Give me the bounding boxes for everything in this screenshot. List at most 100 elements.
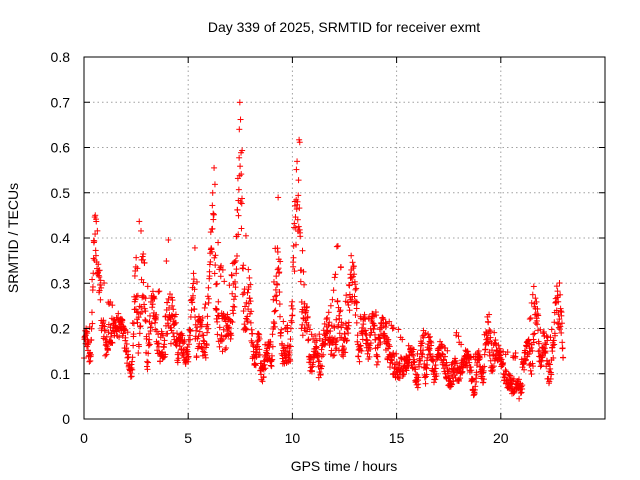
data-point xyxy=(403,367,410,374)
data-point xyxy=(127,373,134,380)
data-point xyxy=(152,319,159,326)
data-point xyxy=(448,381,455,388)
data-point xyxy=(246,274,253,281)
data-point xyxy=(232,293,239,300)
data-point xyxy=(290,254,297,261)
data-point xyxy=(259,378,266,385)
data-point xyxy=(308,368,315,375)
data-point xyxy=(88,309,95,316)
data-point xyxy=(275,194,282,201)
data-point xyxy=(301,300,308,307)
data-point xyxy=(356,358,363,365)
data-point xyxy=(93,218,100,225)
data-point xyxy=(421,360,428,367)
data-point xyxy=(244,289,251,296)
data-point xyxy=(271,320,278,327)
data-point xyxy=(168,294,175,301)
data-point xyxy=(473,371,480,378)
data-point xyxy=(528,371,535,378)
data-point xyxy=(147,324,154,331)
data-point xyxy=(141,301,148,308)
data-point xyxy=(248,308,255,315)
data-point xyxy=(158,350,165,357)
data-point xyxy=(350,263,357,270)
data-point xyxy=(276,289,283,296)
data-point xyxy=(213,306,220,313)
data-point xyxy=(271,323,278,330)
data-point xyxy=(252,361,259,368)
data-point xyxy=(97,277,104,284)
data-point xyxy=(287,358,294,365)
data-point xyxy=(264,350,271,357)
data-point xyxy=(303,304,310,311)
data-point xyxy=(238,200,245,207)
data-point xyxy=(349,259,356,266)
data-point xyxy=(239,291,246,298)
data-point xyxy=(204,329,211,336)
data-point xyxy=(204,313,211,320)
data-point xyxy=(544,337,551,344)
data-point xyxy=(226,282,233,289)
x-tick-label: 0 xyxy=(80,430,88,446)
data-point xyxy=(313,343,320,350)
data-point xyxy=(485,319,492,326)
data-point xyxy=(119,317,126,324)
data-point xyxy=(188,307,195,314)
data-point xyxy=(527,367,534,374)
data-point xyxy=(334,242,341,249)
data-point xyxy=(343,337,350,344)
data-point xyxy=(132,263,139,270)
data-point xyxy=(337,263,344,270)
data-point xyxy=(92,252,99,259)
data-point xyxy=(417,357,424,364)
data-point xyxy=(207,229,214,236)
data-point xyxy=(203,342,210,349)
data-point xyxy=(294,216,301,223)
data-point xyxy=(344,325,351,332)
data-point xyxy=(130,342,137,349)
data-point xyxy=(123,340,130,347)
data-point xyxy=(330,352,337,359)
data-point xyxy=(551,319,558,326)
data-point xyxy=(256,346,263,353)
data-point xyxy=(157,358,164,365)
data-point xyxy=(318,346,325,353)
data-point xyxy=(166,304,173,311)
data-point xyxy=(480,367,487,374)
data-point xyxy=(224,324,231,331)
data-point xyxy=(539,353,546,360)
data-point xyxy=(242,325,249,332)
data-point xyxy=(432,376,439,383)
data-point xyxy=(184,348,191,355)
data-point xyxy=(469,375,476,382)
data-point xyxy=(336,308,343,315)
data-point xyxy=(277,313,284,320)
data-point xyxy=(380,316,387,323)
data-point xyxy=(386,318,393,325)
data-point xyxy=(423,365,430,372)
data-point xyxy=(333,243,340,250)
data-point xyxy=(227,330,234,337)
y-tick-label: 0.4 xyxy=(51,230,71,246)
data-point xyxy=(191,286,198,293)
data-point xyxy=(490,363,497,370)
data-point xyxy=(92,247,99,254)
data-point xyxy=(216,343,223,350)
data-point xyxy=(291,220,298,227)
data-point xyxy=(346,282,353,289)
data-point xyxy=(542,348,549,355)
data-point xyxy=(246,295,253,302)
data-point xyxy=(528,299,535,306)
y-tick-label: 0.8 xyxy=(51,49,71,65)
data-point xyxy=(89,276,96,283)
data-point xyxy=(234,252,241,259)
data-point xyxy=(313,344,320,351)
data-point xyxy=(535,312,542,319)
data-point xyxy=(537,358,544,365)
data-point xyxy=(245,266,252,273)
data-point xyxy=(142,308,149,315)
data-point xyxy=(122,334,129,341)
data-point xyxy=(529,363,536,370)
data-point xyxy=(235,231,242,238)
